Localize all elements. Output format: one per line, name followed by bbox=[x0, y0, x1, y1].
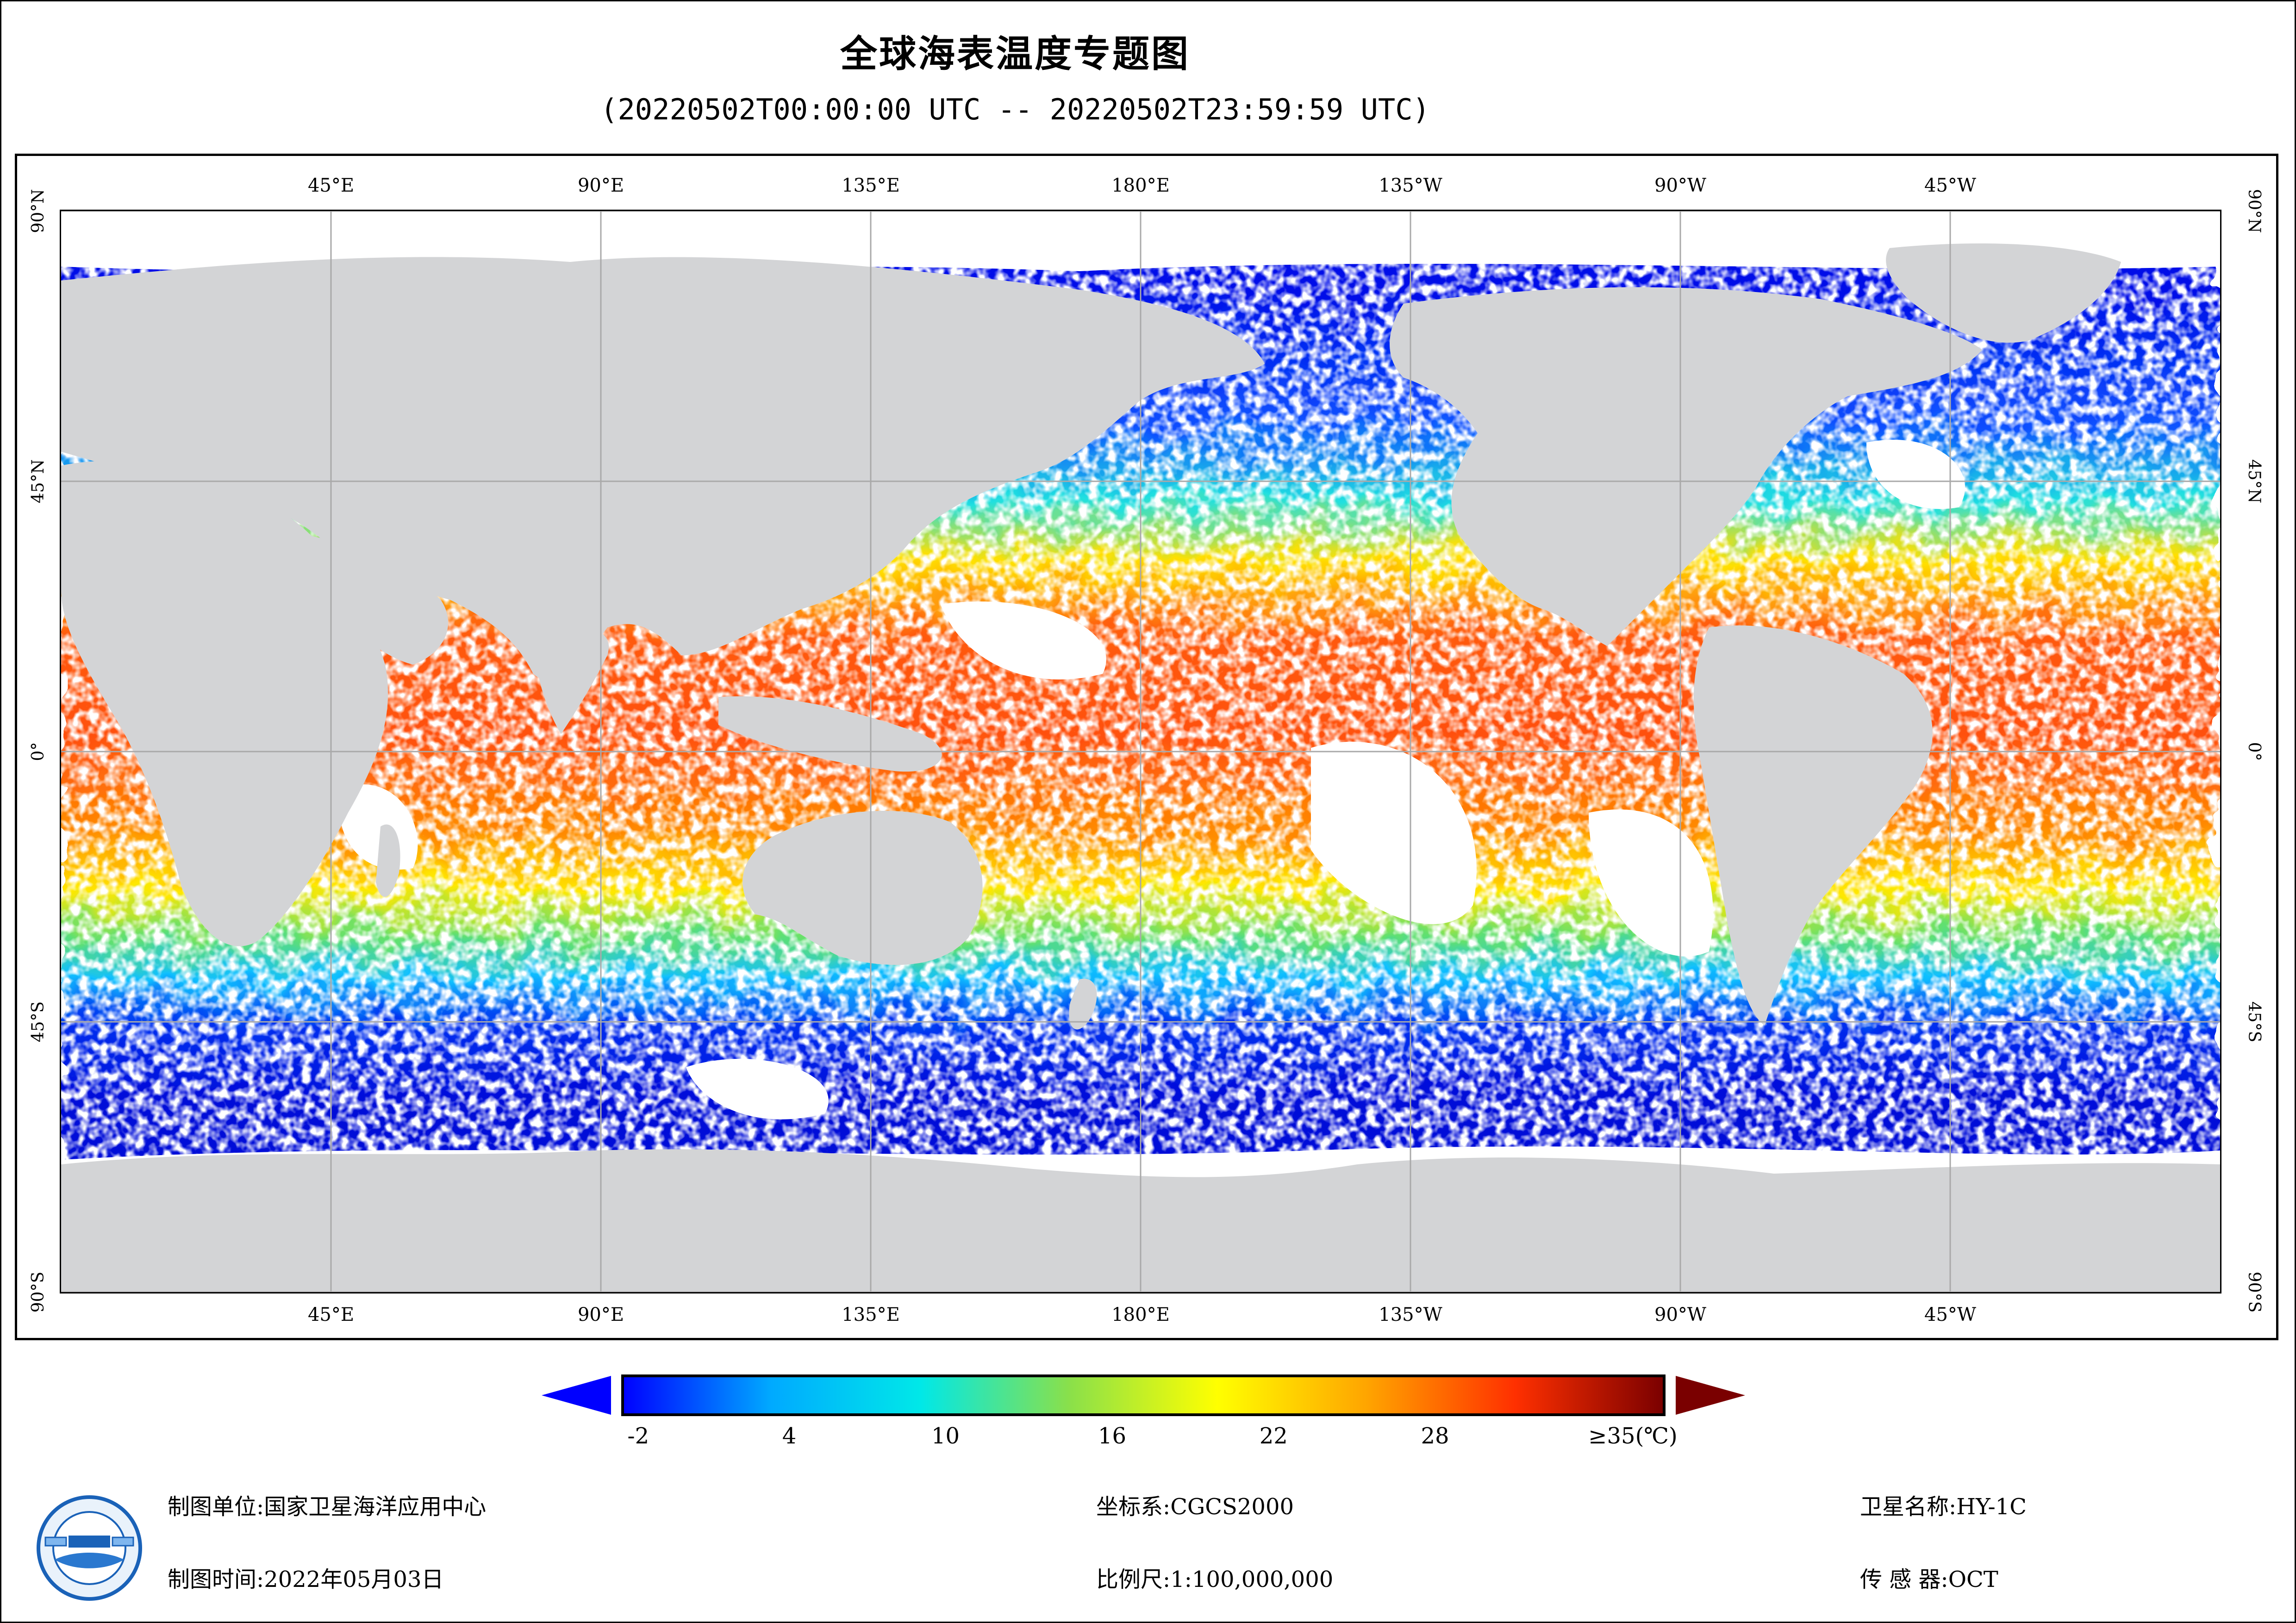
scale-label: 比例尺: bbox=[1096, 1567, 1171, 1592]
latitude-label: 90°N bbox=[29, 189, 48, 233]
land-greenland bbox=[1886, 243, 2121, 343]
land-se-asia-islands bbox=[718, 696, 942, 772]
satellite-label: 卫星名称: bbox=[1860, 1494, 1957, 1520]
colorbar-over-arrow bbox=[1676, 1376, 1745, 1415]
colorbar-tick-label: 10 bbox=[931, 1423, 960, 1449]
colorbar-tick-label: 16 bbox=[1098, 1423, 1127, 1449]
sensor-value: OCT bbox=[1948, 1567, 1998, 1592]
land-europe bbox=[145, 300, 308, 406]
production-date-label: 制图时间: bbox=[168, 1567, 264, 1592]
longitude-label: 45°W bbox=[1924, 1304, 1977, 1325]
sensor-label: 传 感 器: bbox=[1860, 1567, 1948, 1592]
longitude-label: 135°E bbox=[842, 1304, 900, 1325]
latitude-label: 45°S bbox=[2245, 1001, 2264, 1043]
land-new-zealand bbox=[1069, 978, 1097, 1030]
production-date: 制图时间:2022年05月03日 bbox=[168, 1561, 444, 1593]
colorbar-under-arrow bbox=[542, 1376, 611, 1415]
latitude-label: 90°S bbox=[29, 1271, 48, 1313]
crs-info: 坐标系:CGCS2000 bbox=[1096, 1488, 1294, 1521]
production-date-value: 2022年05月03日 bbox=[264, 1567, 444, 1592]
latitude-label: 0° bbox=[2245, 742, 2264, 761]
latitude-label: 45°N bbox=[2245, 459, 2264, 504]
longitude-label: 45°E bbox=[307, 175, 355, 196]
producer-info: 制图单位:国家卫星海洋应用中心 bbox=[168, 1488, 486, 1521]
longitude-label: 180°E bbox=[1111, 175, 1170, 196]
satellite-value: HY-1C bbox=[1956, 1494, 2027, 1520]
land-australia bbox=[742, 811, 983, 965]
land-africa bbox=[61, 460, 388, 946]
land-south-america bbox=[1693, 625, 1933, 1026]
latitude-label: 45°S bbox=[29, 1001, 48, 1043]
longitude-label: 45°W bbox=[1924, 175, 1977, 196]
colorbar-tick-label: 4 bbox=[782, 1423, 797, 1449]
longitude-label: 90°E bbox=[577, 175, 624, 196]
colorbar-tick-label: ≥35(℃) bbox=[1588, 1423, 1678, 1449]
latitude-label: 45°N bbox=[29, 459, 48, 504]
scale-info: 比例尺:1:100,000,000 bbox=[1096, 1561, 1333, 1593]
sensor-info: 传 感 器:OCT bbox=[1860, 1561, 1998, 1593]
latitude-label: 90°N bbox=[2245, 189, 2264, 233]
map-time-range: (20220502T00:00:00 UTC -- 20220502T23:59… bbox=[600, 93, 1430, 126]
colorbar-tick-label: 22 bbox=[1259, 1423, 1288, 1449]
colorbar-tick-label: -2 bbox=[627, 1423, 649, 1449]
longitude-label: 90°W bbox=[1654, 1304, 1707, 1325]
land-arabia bbox=[306, 535, 449, 665]
colorbar bbox=[542, 1374, 1745, 1416]
land-eurasia bbox=[61, 257, 1265, 682]
colorbar-ramp bbox=[621, 1374, 1666, 1416]
longitude-label: 90°E bbox=[577, 1304, 624, 1325]
crs-label: 坐标系: bbox=[1096, 1494, 1171, 1520]
longitude-label: 135°W bbox=[1379, 1304, 1442, 1325]
producer-value: 国家卫星海洋应用中心 bbox=[264, 1494, 487, 1520]
land-madagascar bbox=[376, 824, 400, 897]
sst-map-svg bbox=[61, 211, 2220, 1292]
land-india bbox=[533, 624, 609, 734]
scale-value: 1:100,000,000 bbox=[1170, 1567, 1334, 1592]
longitude-label: 135°W bbox=[1379, 175, 1442, 196]
map-frame bbox=[15, 154, 2278, 1340]
crs-value: CGCS2000 bbox=[1170, 1494, 1294, 1520]
nsoas-logo-seal bbox=[37, 1495, 142, 1601]
latitude-label: 90°S bbox=[2245, 1271, 2264, 1313]
map-title: 全球海表温度专题图 bbox=[840, 32, 1190, 75]
longitude-label: 45°E bbox=[307, 1304, 355, 1325]
latitude-label: 0° bbox=[29, 742, 48, 761]
longitude-label: 135°E bbox=[842, 175, 900, 196]
land-north-america bbox=[1390, 287, 1982, 646]
satellite-info: 卫星名称:HY-1C bbox=[1860, 1488, 2027, 1521]
graticule bbox=[61, 211, 2220, 1292]
colorbar-tick-label: 28 bbox=[1421, 1423, 1449, 1449]
longitude-label: 90°W bbox=[1654, 175, 1707, 196]
longitude-label: 180°E bbox=[1111, 1304, 1170, 1325]
sst-map[interactable] bbox=[61, 211, 2220, 1292]
producer-label: 制图单位: bbox=[168, 1494, 264, 1520]
